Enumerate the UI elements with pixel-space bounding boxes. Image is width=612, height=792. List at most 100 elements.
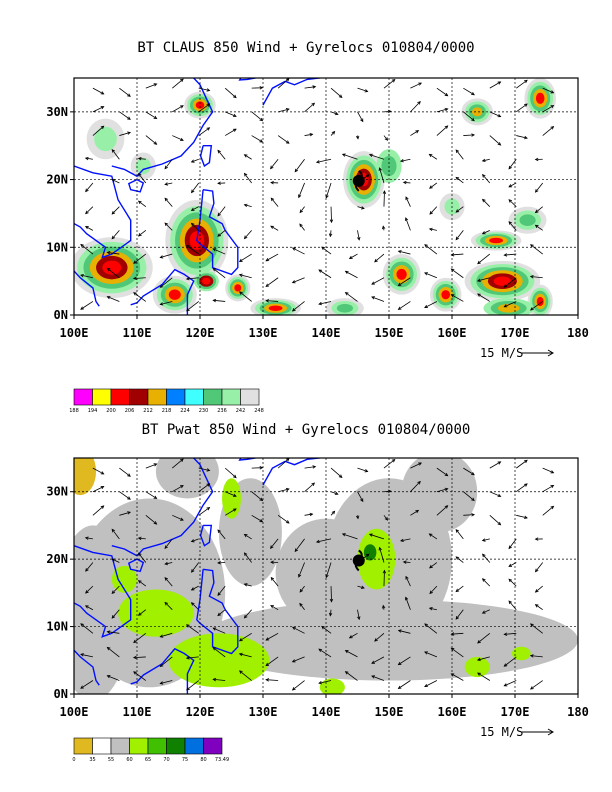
wind-arrow [92, 505, 104, 516]
wind-arrow [516, 103, 528, 113]
wind-arrow [92, 87, 104, 95]
wind-arrowhead [315, 160, 320, 164]
wind-arrowhead [503, 253, 508, 257]
wind-arrowhead [497, 114, 502, 118]
coastline [74, 649, 100, 686]
wind-arrow [270, 605, 279, 611]
coastline [127, 558, 145, 573]
colorbar-label: 242 [236, 408, 246, 414]
wind-arrowhead [80, 653, 84, 657]
wind-arrowhead [270, 605, 274, 609]
wind-arrowhead [497, 521, 502, 526]
wind-arrowhead [331, 130, 336, 135]
wind-arrowhead [397, 661, 402, 666]
wind-arrowhead [481, 610, 486, 614]
wind-arrow [111, 529, 120, 540]
wind-arrowhead [291, 247, 296, 251]
wind-arrowhead [371, 296, 375, 300]
wind-arrow [436, 108, 448, 113]
wind-arrowhead [206, 127, 211, 131]
wind-arrowhead [534, 568, 539, 573]
wind-vectors [80, 77, 555, 312]
wind-arrowhead [294, 168, 299, 173]
wind-arrowhead [481, 158, 486, 163]
shaded-area [118, 589, 194, 637]
wind-arrowhead [360, 206, 365, 210]
shaded-area [441, 290, 450, 300]
wind-arrow [379, 167, 385, 184]
wind-arrowhead [84, 536, 89, 540]
wind-arrow [398, 680, 411, 689]
wind-arrow [172, 458, 184, 469]
wind-arrow [489, 81, 501, 89]
wind-arrow [80, 623, 94, 634]
wind-arrow [349, 632, 358, 639]
wind-arrowhead [238, 652, 243, 657]
wind-arrow [321, 246, 332, 255]
wind-arrowhead [265, 637, 270, 641]
wind-arrow [160, 632, 173, 638]
wind-arrowhead [550, 126, 555, 130]
wind-arrow [138, 173, 147, 184]
shaded-area [396, 268, 407, 280]
wind-arrow [107, 675, 120, 681]
wind-arrowhead [164, 545, 168, 550]
lat-label: 30N [46, 105, 68, 119]
wind-arrow [436, 488, 448, 493]
wind-arrowhead [450, 294, 455, 298]
wind-arrowhead [186, 245, 190, 249]
wind-arrow [138, 537, 146, 540]
wind-arrowhead [318, 269, 323, 273]
wind-arrow [278, 108, 290, 113]
wind-arrow [85, 537, 93, 540]
wind-arrowhead [212, 267, 217, 272]
wind-arrow [424, 244, 438, 255]
wind-arrow [410, 82, 422, 89]
wind-arrowhead [429, 211, 433, 215]
wind-arrowhead [550, 484, 555, 489]
wind-arrowhead [206, 88, 211, 92]
wind-arrowhead [137, 580, 142, 584]
wind-arrowhead [341, 533, 346, 537]
wind-arrow [383, 490, 391, 493]
wind-arrowhead [344, 270, 349, 275]
colorbar-label: 224 [180, 408, 190, 414]
colorbar-swatch [92, 388, 112, 406]
wind-arrowhead [259, 117, 264, 122]
wind-arrowhead [318, 680, 323, 685]
wind-arrow [398, 656, 411, 665]
wind-arrowhead [206, 483, 211, 487]
wind-arrow [212, 268, 226, 279]
wind-arrow [508, 600, 517, 610]
wind-arrowhead [265, 678, 270, 682]
wind-arrowhead [164, 222, 169, 227]
wind-arrow [482, 174, 491, 184]
colorbar-swatch [129, 388, 149, 406]
wind-arrow [217, 609, 226, 616]
wind-arrow [424, 301, 438, 308]
wind-arrow [119, 467, 131, 477]
wind-arrowhead [85, 568, 89, 572]
wind-arrowhead [190, 587, 195, 591]
wind-arrow [316, 538, 332, 543]
wind-arrow [294, 159, 305, 172]
wind-arrow [294, 538, 305, 552]
colorbar-label: 73.49 [215, 757, 229, 763]
wind-arrow [345, 270, 358, 279]
wind-arrowhead [382, 190, 387, 194]
wind-arrowhead [508, 199, 513, 203]
wind-arrow [191, 223, 200, 231]
wind-arrow [429, 182, 438, 189]
lat-label: 20N [46, 173, 68, 187]
wind-arrowhead [524, 79, 528, 84]
colorbar-label: 80 [200, 757, 206, 763]
wind-arrowhead [298, 194, 302, 199]
wind-arrowhead [164, 165, 168, 170]
wind-arrow [436, 467, 448, 477]
wind-arrow [489, 515, 501, 526]
wind-arrowhead [455, 209, 460, 213]
wind-arrowhead [508, 600, 512, 605]
wind-arrowhead [444, 92, 449, 97]
colorbar-label: 188 [69, 408, 79, 414]
